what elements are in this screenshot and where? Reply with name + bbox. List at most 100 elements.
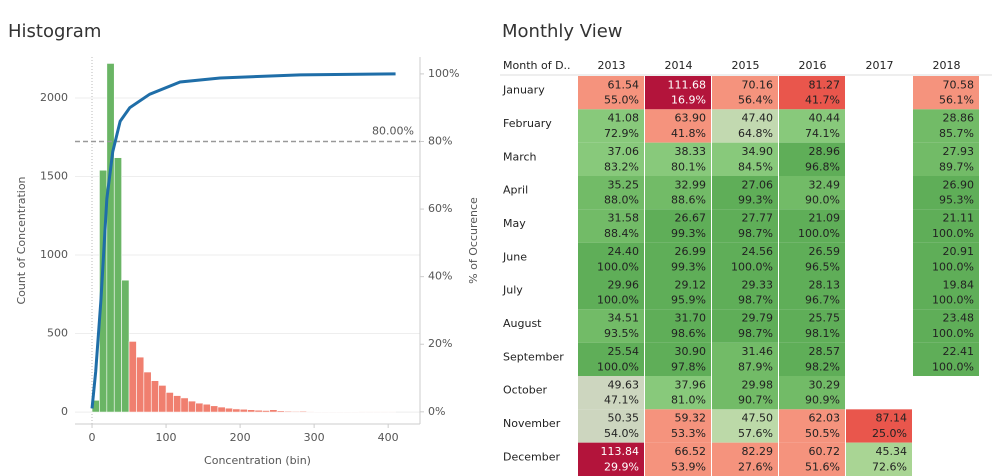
row-label: December — [503, 450, 561, 463]
cell-value: 21.11 — [943, 212, 975, 225]
histogram-bar — [232, 408, 241, 413]
y2-tick-label: 80% — [428, 134, 452, 147]
column-header: 2015 — [732, 59, 760, 72]
row-label: March — [503, 150, 537, 163]
cell-value: 60.72 — [809, 445, 841, 458]
cell-share: 100.0% — [932, 260, 974, 273]
cell-value: 40.44 — [809, 112, 841, 125]
x-axis-title: Concentration (bin) — [204, 454, 311, 467]
heat-cell — [578, 376, 644, 410]
cell-value: 26.99 — [675, 245, 707, 258]
heat-cell — [645, 376, 711, 410]
cell-share: 98.7% — [738, 227, 773, 240]
cell-value: 31.70 — [675, 312, 707, 325]
histogram-bar — [106, 63, 115, 413]
cell-share: 96.8% — [805, 160, 840, 173]
cell-value: 49.63 — [608, 378, 640, 391]
histogram-bar — [299, 410, 308, 413]
cell-share: 100.0% — [731, 260, 773, 273]
heat-cell — [779, 376, 845, 410]
cell-value: 81.27 — [809, 78, 841, 91]
heat-cell — [578, 209, 644, 243]
cell-share: 95.9% — [671, 294, 706, 307]
cell-value: 29.12 — [675, 278, 707, 291]
heat-cell — [779, 76, 845, 110]
cell-value: 27.93 — [943, 145, 975, 158]
heat-cell — [645, 109, 711, 143]
heat-cell — [645, 342, 711, 376]
heat-cell — [645, 409, 711, 443]
cell-value: 28.13 — [809, 278, 841, 291]
cell-share: 27.6% — [738, 460, 773, 473]
histogram-bar — [217, 406, 226, 413]
histogram-bar — [165, 392, 174, 413]
histogram-bar — [291, 410, 300, 413]
cell-share: 100.0% — [798, 227, 840, 240]
heat-cell — [578, 442, 644, 476]
cell-value: 32.49 — [809, 178, 841, 191]
cell-share: 98.1% — [805, 327, 840, 340]
cell-share: 98.2% — [805, 360, 840, 373]
histogram-bar — [173, 395, 182, 413]
heat-cell — [712, 209, 778, 243]
y-axis-title: Count of Concentration — [15, 176, 28, 304]
heat-cell — [712, 442, 778, 476]
cell-value: 20.91 — [943, 245, 975, 258]
y-tick-label: 500 — [47, 327, 68, 340]
histogram-bar — [239, 408, 248, 413]
histogram-bar — [202, 403, 211, 413]
histogram-bar — [269, 409, 278, 413]
cell-share: 98.7% — [738, 294, 773, 307]
cell-value: 35.25 — [608, 178, 640, 191]
cell-share: 16.9% — [671, 94, 706, 107]
histogram-bar — [136, 356, 145, 413]
heat-cell — [578, 109, 644, 143]
heat-cell — [578, 309, 644, 343]
cell-share: 56.1% — [939, 94, 974, 107]
cell-share: 72.9% — [604, 127, 639, 140]
heat-cell — [913, 342, 979, 376]
column-header: 2016 — [799, 59, 827, 72]
heat-cell — [578, 276, 644, 310]
cell-share: 85.7% — [939, 127, 974, 140]
cell-share: 88.6% — [671, 194, 706, 207]
histogram-bar — [210, 405, 219, 413]
heat-cell — [578, 242, 644, 276]
heat-cell — [578, 409, 644, 443]
cell-share: 93.5% — [604, 327, 639, 340]
cell-value: 62.03 — [809, 412, 841, 425]
cell-share: 99.3% — [671, 227, 706, 240]
reference-label: 80.00% — [372, 124, 414, 137]
cell-share: 54.0% — [604, 427, 639, 440]
y2-tick-label: 0% — [428, 405, 445, 418]
cell-share: 57.6% — [738, 427, 773, 440]
histogram-bar — [254, 409, 263, 413]
heat-cell — [712, 376, 778, 410]
x-tick-label: 300 — [304, 431, 325, 444]
row-label: August — [503, 317, 542, 330]
y2-tick-label: 20% — [428, 337, 452, 350]
heat-cell — [712, 342, 778, 376]
heat-cell — [578, 342, 644, 376]
cell-share: 100.0% — [597, 294, 639, 307]
cell-share: 100.0% — [597, 260, 639, 273]
cell-share: 41.7% — [805, 94, 840, 107]
cell-value: 23.48 — [943, 312, 975, 325]
cell-share: 55.0% — [604, 94, 639, 107]
heat-cell — [913, 242, 979, 276]
cell-value: 26.90 — [943, 178, 975, 191]
cell-share: 90.7% — [738, 394, 773, 407]
cell-value: 26.59 — [809, 245, 841, 258]
histogram-bar — [195, 402, 204, 413]
cell-value: 87.14 — [876, 412, 908, 425]
heat-cell — [779, 142, 845, 176]
cell-value: 28.57 — [809, 345, 841, 358]
cell-value: 41.08 — [608, 112, 640, 125]
heat-cell — [645, 442, 711, 476]
heat-cell — [913, 209, 979, 243]
cell-share: 53.3% — [671, 427, 706, 440]
cell-share: 50.5% — [805, 427, 840, 440]
heat-cell — [578, 76, 644, 110]
heat-cell — [779, 309, 845, 343]
cumulative-line — [90, 72, 396, 409]
